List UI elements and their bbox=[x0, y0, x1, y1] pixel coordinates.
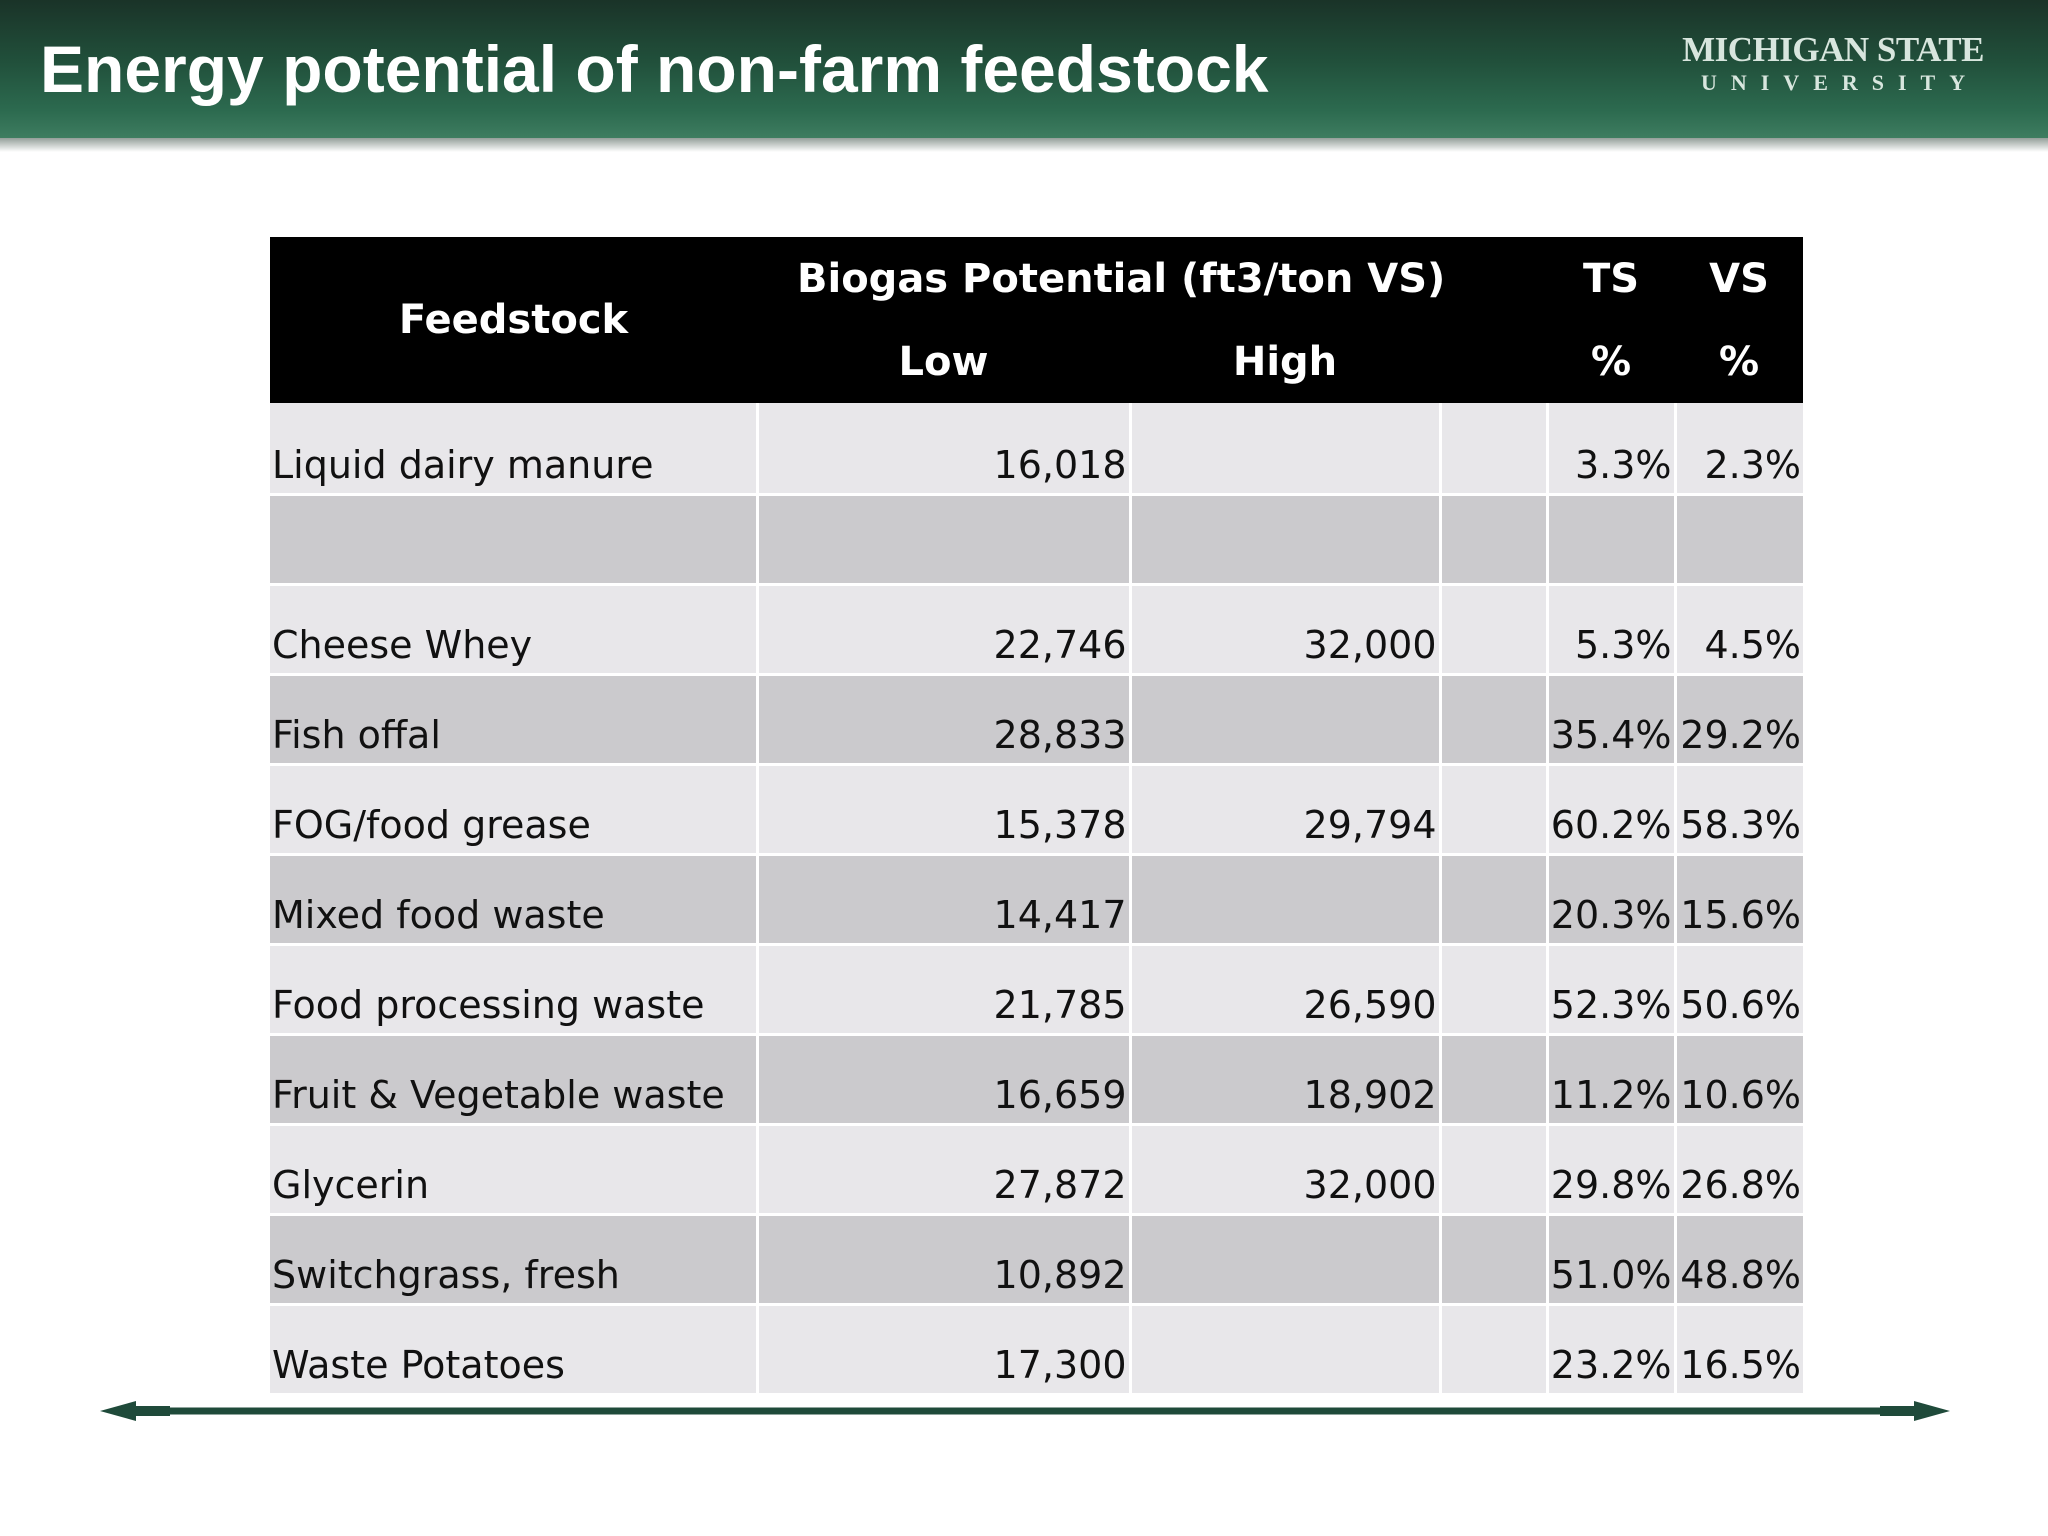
cell-blank bbox=[1440, 1034, 1549, 1126]
cell-vs: 29.2% bbox=[1675, 674, 1804, 766]
header-ts: TS bbox=[1547, 237, 1676, 321]
cell-vs: 48.8% bbox=[1675, 1214, 1804, 1306]
cell-ts: 35.4% bbox=[1547, 674, 1677, 766]
logo-line-1: MICHIGAN STATE bbox=[1682, 30, 1984, 69]
cell-vs: 4.5% bbox=[1675, 584, 1804, 676]
cell-ts bbox=[1547, 494, 1677, 586]
table-row: Waste Potatoes 17,300 23.2% 16.5% bbox=[270, 1304, 1804, 1396]
cell-ts: 5.3% bbox=[1547, 584, 1677, 676]
logo-line-2: UNIVERSITY bbox=[1700, 70, 1980, 95]
table-row: Glycerin 27,872 32,000 29.8% 26.8% bbox=[270, 1124, 1804, 1216]
table-row: Fruit & Vegetable waste 16,659 18,902 11.2%… bbox=[270, 1034, 1804, 1126]
cell-vs: 58.3% bbox=[1675, 764, 1804, 856]
cell-high bbox=[1130, 1214, 1442, 1306]
cell-ts: 51.0% bbox=[1547, 1214, 1677, 1306]
cell-low: 14,417 bbox=[757, 854, 1132, 946]
cell-blank bbox=[1440, 1304, 1549, 1396]
table-row bbox=[270, 494, 1804, 586]
cell-blank bbox=[1440, 944, 1549, 1036]
cell-feedstock: Fruit & Vegetable waste bbox=[270, 1034, 759, 1126]
header-blank bbox=[1440, 321, 1548, 403]
table-row: Liquid dairy manure 16,018 3.3% 2.3% bbox=[270, 403, 1804, 496]
title-bar-shadow bbox=[0, 138, 2048, 152]
cell-vs: 16.5% bbox=[1675, 1304, 1804, 1396]
cell-feedstock: FOG/food grease bbox=[270, 764, 759, 856]
cell-low: 22,746 bbox=[757, 584, 1132, 676]
cell-blank bbox=[1440, 1124, 1549, 1216]
table-header: Feedstock Biogas Potential (ft3/ton VS) … bbox=[270, 237, 1804, 403]
cell-low: 21,785 bbox=[757, 944, 1132, 1036]
table-row: FOG/food grease 15,378 29,794 60.2% 58.3% bbox=[270, 764, 1804, 856]
header-ts-unit: % bbox=[1547, 321, 1676, 403]
cell-feedstock: Mixed food waste bbox=[270, 854, 759, 946]
table-row: Switchgrass, fresh 10,892 51.0% 48.8% bbox=[270, 1214, 1804, 1306]
cell-blank bbox=[1440, 674, 1549, 766]
table-row: Food processing waste 21,785 26,590 52.3% 50… bbox=[270, 944, 1804, 1036]
feedstock-table: Feedstock Biogas Potential (ft3/ton VS) … bbox=[270, 237, 1804, 1396]
cell-ts: 20.3% bbox=[1547, 854, 1677, 946]
cell-blank bbox=[1440, 584, 1549, 676]
cell-ts: 23.2% bbox=[1547, 1304, 1677, 1396]
cell-ts: 3.3% bbox=[1547, 403, 1677, 496]
cell-vs: 50.6% bbox=[1675, 944, 1804, 1036]
double-arrow-line-icon bbox=[100, 1401, 1950, 1421]
cell-high bbox=[1130, 674, 1442, 766]
cell-high bbox=[1130, 854, 1442, 946]
cell-low: 28,833 bbox=[757, 674, 1132, 766]
header-feedstock: Feedstock bbox=[270, 237, 757, 403]
cell-ts: 60.2% bbox=[1547, 764, 1677, 856]
cell-feedstock bbox=[270, 494, 759, 586]
cell-blank bbox=[1440, 764, 1549, 856]
cell-low: 15,378 bbox=[757, 764, 1132, 856]
header-high: High bbox=[1130, 321, 1440, 403]
header-low: Low bbox=[757, 321, 1130, 403]
university-logo: MICHIGAN STATE UNIVERSITY bbox=[1682, 30, 1984, 96]
cell-feedstock: Liquid dairy manure bbox=[270, 403, 759, 496]
cell-low: 16,018 bbox=[757, 403, 1132, 496]
cell-feedstock: Waste Potatoes bbox=[270, 1304, 759, 1396]
header-biogas-potential: Biogas Potential (ft3/ton VS) bbox=[757, 237, 1548, 321]
cell-low: 10,892 bbox=[757, 1214, 1132, 1306]
table-body: Liquid dairy manure 16,018 3.3% 2.3% Cheese … bbox=[270, 403, 1804, 1396]
cell-ts: 52.3% bbox=[1547, 944, 1677, 1036]
cell-feedstock: Glycerin bbox=[270, 1124, 759, 1216]
cell-high bbox=[1130, 1304, 1442, 1396]
cell-feedstock: Switchgrass, fresh bbox=[270, 1214, 759, 1306]
header-vs-unit: % bbox=[1675, 321, 1804, 403]
cell-high: 32,000 bbox=[1130, 1124, 1442, 1216]
cell-high bbox=[1130, 403, 1442, 496]
table-row: Cheese Whey 22,746 32,000 5.3% 4.5% bbox=[270, 584, 1804, 676]
cell-blank bbox=[1440, 854, 1549, 946]
cell-ts: 11.2% bbox=[1547, 1034, 1677, 1126]
cell-vs bbox=[1675, 494, 1804, 586]
cell-feedstock: Food processing waste bbox=[270, 944, 759, 1036]
cell-ts: 29.8% bbox=[1547, 1124, 1677, 1216]
cell-feedstock: Fish offal bbox=[270, 674, 759, 766]
cell-low: 27,872 bbox=[757, 1124, 1132, 1216]
cell-feedstock: Cheese Whey bbox=[270, 584, 759, 676]
cell-vs: 26.8% bbox=[1675, 1124, 1804, 1216]
table-row: Fish offal 28,833 35.4% 29.2% bbox=[270, 674, 1804, 766]
cell-high: 32,000 bbox=[1130, 584, 1442, 676]
cell-vs: 10.6% bbox=[1675, 1034, 1804, 1126]
cell-low bbox=[757, 494, 1132, 586]
cell-vs: 2.3% bbox=[1675, 403, 1804, 496]
cell-blank bbox=[1440, 403, 1549, 496]
cell-low: 16,659 bbox=[757, 1034, 1132, 1126]
header-vs: VS bbox=[1675, 237, 1804, 321]
cell-blank bbox=[1440, 494, 1549, 586]
cell-blank bbox=[1440, 1214, 1549, 1306]
table-row: Mixed food waste 14,417 20.3% 15.6% bbox=[270, 854, 1804, 946]
title-bar: Energy potential of non-farm feedstock M… bbox=[0, 0, 2048, 138]
cell-high: 29,794 bbox=[1130, 764, 1442, 856]
cell-high bbox=[1130, 494, 1442, 586]
slide-title: Energy potential of non-farm feedstock bbox=[40, 32, 1269, 106]
cell-low: 17,300 bbox=[757, 1304, 1132, 1396]
cell-high: 18,902 bbox=[1130, 1034, 1442, 1126]
cell-high: 26,590 bbox=[1130, 944, 1442, 1036]
cell-vs: 15.6% bbox=[1675, 854, 1804, 946]
